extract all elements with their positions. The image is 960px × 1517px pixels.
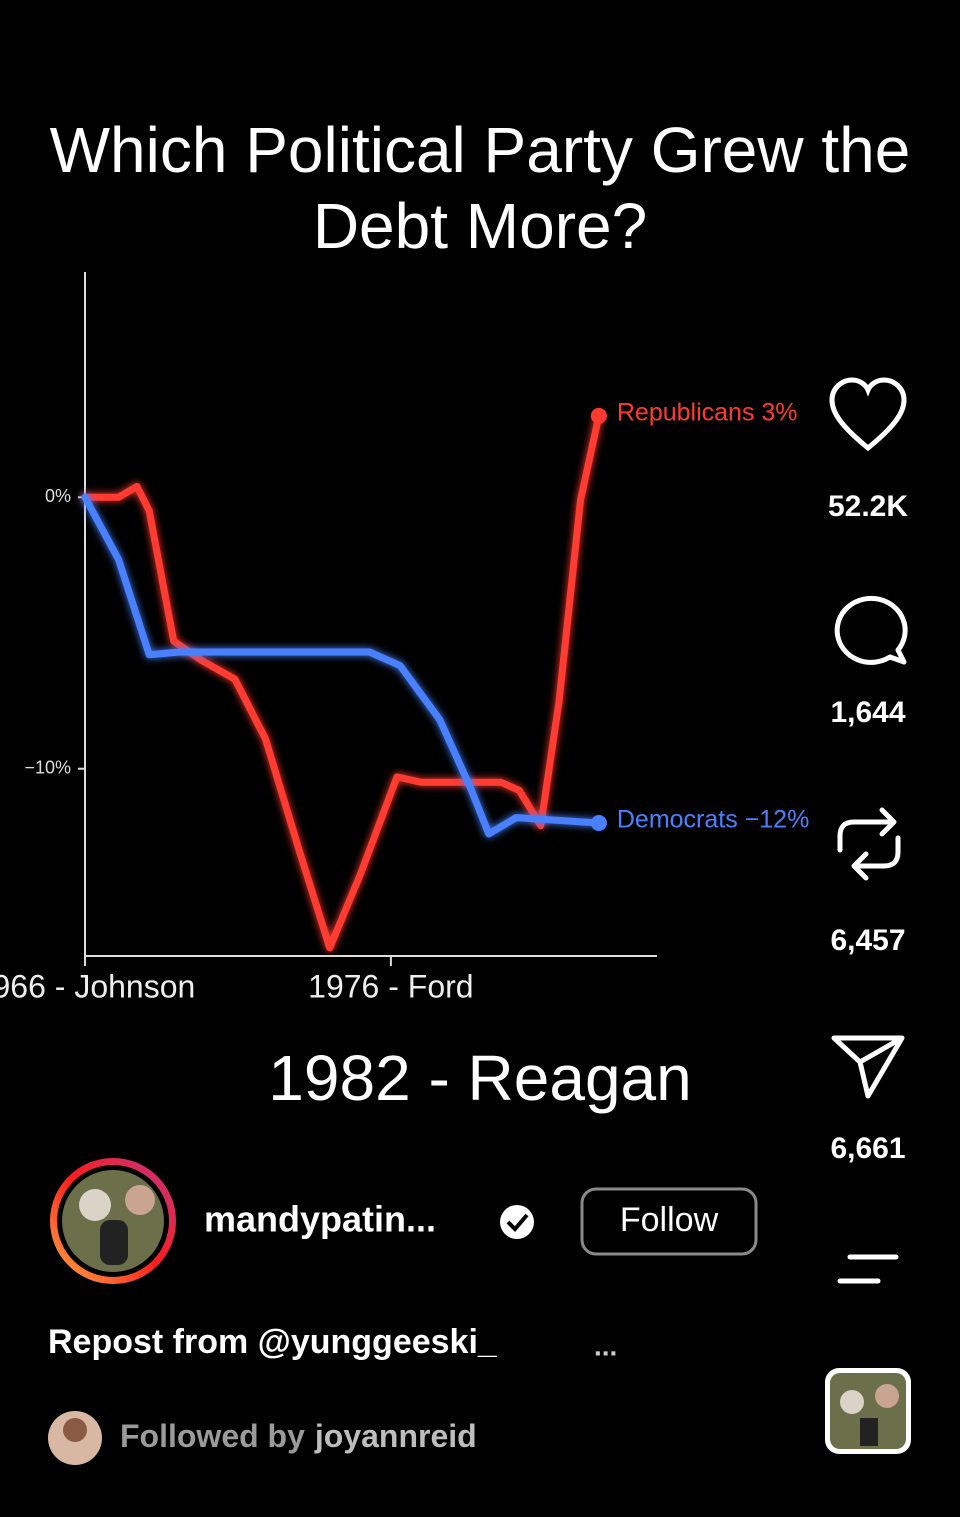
share-icon[interactable] <box>831 1035 905 1099</box>
series-line <box>81 493 603 838</box>
follow-label[interactable]: Follow <box>620 1201 719 1239</box>
comment-icon[interactable] <box>834 595 908 665</box>
followed-by: Followed by joyannreid <box>120 1418 477 1454</box>
username[interactable]: mandypatin... <box>204 1199 436 1240</box>
repost-count: 6,457 <box>830 924 905 957</box>
followed-by-user[interactable]: joyannreid <box>314 1418 477 1454</box>
author-avatar[interactable] <box>50 1158 176 1284</box>
y-tick-label: −10% <box>24 757 71 777</box>
y-tick-label: 0% <box>45 486 71 506</box>
more-icon[interactable] <box>837 1254 899 1284</box>
followed-by-text: Followed by <box>120 1418 305 1454</box>
end-marker <box>590 815 607 831</box>
chart-subtitle: 1982 - Reagan <box>268 1042 691 1114</box>
series-line <box>81 412 603 952</box>
chart-title: Which Political Party Grew the Debt More… <box>49 114 911 262</box>
follow-button[interactable] <box>580 1187 758 1256</box>
caption: Repost from @yunggeeski_ <box>48 1323 498 1361</box>
share-count: 6,661 <box>830 1132 905 1165</box>
x-tick-label: 1976 - Ford <box>308 968 473 1004</box>
repost-icon[interactable] <box>837 807 901 881</box>
end-marker <box>590 407 607 424</box>
audio-thumbnail[interactable] <box>825 1368 911 1454</box>
follower-avatar <box>48 1411 102 1465</box>
verified-badge <box>500 1205 534 1239</box>
like-icon[interactable] <box>829 377 907 452</box>
like-count: 52.2K <box>828 490 908 523</box>
series-label: Democrats −12% <box>617 806 809 834</box>
comment-count: 1,644 <box>830 696 905 729</box>
caption-more[interactable]: ... <box>594 1330 617 1361</box>
series-label: Republicans 3% <box>617 398 798 426</box>
x-tick-label: 1966 - Johnson <box>0 968 195 1004</box>
